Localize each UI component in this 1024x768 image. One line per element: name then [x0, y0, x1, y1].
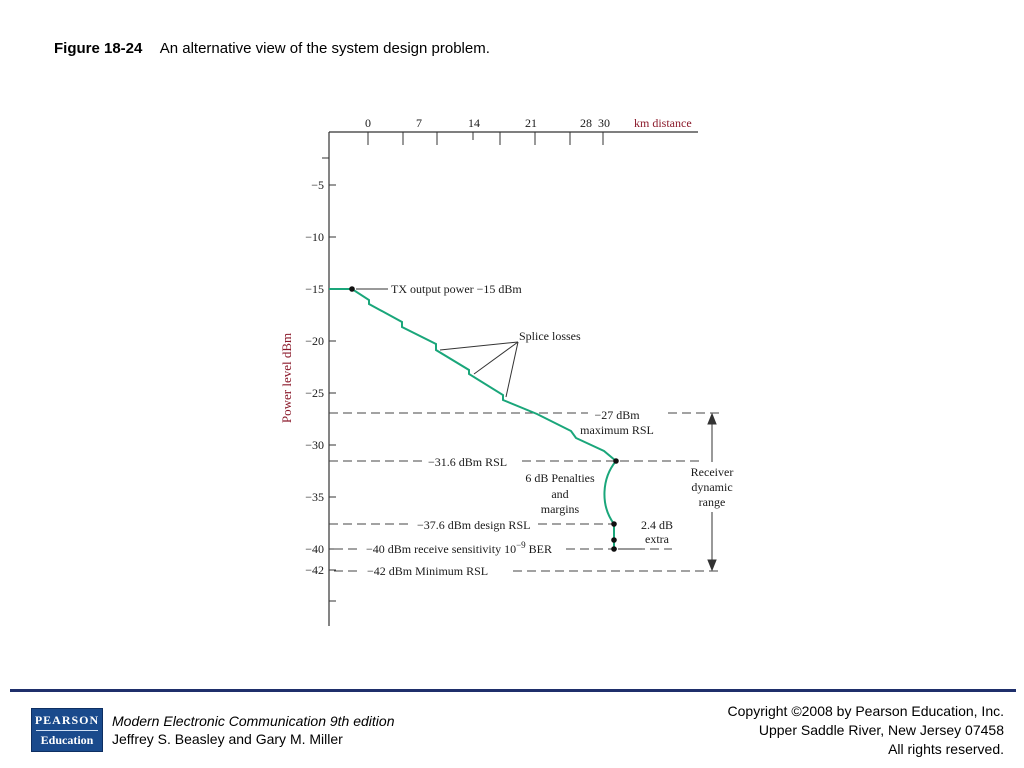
copyright-line-3: All rights reserved.: [888, 741, 1004, 757]
design-rsl-label: −37.6 dBm design RSL: [417, 518, 530, 532]
penalties-label-line2: and: [551, 487, 568, 501]
receive-sensitivity-label: −40 dBm receive sensitivity 10−9 BER: [366, 540, 552, 556]
y-tick-label: −15: [305, 282, 324, 296]
copyright-notice: Copyright ©2008 by Pearson Education, In…: [728, 702, 1004, 759]
power-level-trace: [329, 288, 618, 549]
receive-sensitivity-exponent: −9: [516, 540, 526, 550]
x-tick-label: 7: [416, 116, 422, 130]
y-tick-label: −5: [311, 178, 324, 192]
splice-leader: [505, 341, 519, 398]
x-tick-label: 30: [598, 116, 610, 130]
book-title: Modern Electronic Communication 9th edit…: [112, 713, 395, 729]
design-rsl-point: [611, 521, 617, 527]
x-axis-label: km distance: [634, 116, 692, 130]
footer-divider: [10, 689, 1016, 692]
dynamic-range-label-line2: dynamic: [691, 480, 732, 494]
rsl-31-6-point: [613, 458, 619, 464]
book-authors: Jeffrey S. Beasley and Gary M. Miller: [112, 731, 343, 747]
logo-divider: [36, 729, 98, 731]
penalties-label-line3: margins: [541, 502, 580, 516]
figure-number: Figure 18-24: [54, 40, 143, 57]
logo-text-pearson: PEARSON: [34, 712, 100, 727]
x-tick-label: 28: [580, 116, 592, 130]
trace-points: [349, 286, 619, 552]
splice-losses-label: Splice losses: [519, 329, 581, 343]
y-tick-label: −25: [305, 386, 324, 400]
sensitivity-point: [611, 546, 617, 552]
copyright-line-1: Copyright ©2008 by Pearson Education, In…: [727, 703, 1004, 719]
x-tick-label: 21: [525, 116, 537, 130]
receive-sensitivity-ber: BER: [526, 542, 552, 556]
arrow-head-up: [707, 412, 717, 425]
dynamic-range-arrow: [707, 412, 717, 572]
pearson-logo: PEARSON Education: [31, 708, 103, 752]
y-tick-label: −40: [305, 542, 324, 556]
dynamic-range-label: Receiver: [691, 465, 734, 479]
extra-label: 2.4 dB: [641, 518, 673, 532]
y-tick-label: −10: [305, 230, 324, 244]
splice-leader: [473, 341, 519, 375]
y-axis-label: Power level dBm: [279, 333, 294, 423]
min-rsl-label: −42 dBm Minimum RSL: [367, 564, 488, 578]
max-rsl-label: −27 dBm: [594, 408, 640, 422]
x-tick-labels: 0 7 14 21 28 30: [365, 116, 610, 130]
penalties-label: 6 dB Penalties: [525, 471, 595, 485]
splice-leader: [439, 341, 519, 351]
copyright-line-2: Upper Saddle River, New Jersey 07458: [758, 722, 1004, 738]
figure-caption: Figure 18-24 An alternative view of the …: [54, 40, 490, 57]
x-tick-label: 14: [468, 116, 480, 130]
extra-point: [611, 537, 617, 543]
logo-text-education: Education: [40, 732, 94, 747]
y-tick-labels: −5 −10 −15 −20 −25 −30 −35 −40 −42: [305, 178, 324, 577]
reference-lines: [329, 412, 720, 572]
y-tick-label: −42: [305, 563, 324, 577]
figure-title: An alternative view of the system design…: [159, 40, 490, 57]
x-axis-ticks: [367, 132, 604, 145]
y-tick-label: −20: [305, 334, 324, 348]
x-tick-label: 0: [365, 116, 371, 130]
book-info: Modern Electronic Communication 9th edit…: [112, 712, 394, 748]
dynamic-range-label-line3: range: [699, 495, 726, 509]
tx-output-label: TX output power −15 dBm: [391, 282, 522, 296]
max-rsl-label-line2: maximum RSL: [580, 423, 654, 437]
leader-lines: [356, 288, 642, 550]
y-tick-label: −35: [305, 490, 324, 504]
arrow-head-down: [707, 559, 717, 572]
power-budget-diagram: 0 7 14 21 28 30 km distance −5 −10 −15 −…: [279, 116, 734, 626]
rsl-31-6-label: −31.6 dBm RSL: [428, 455, 507, 469]
receive-sensitivity-text: −40 dBm receive sensitivity 10: [366, 542, 516, 556]
tx-output-point: [349, 286, 355, 292]
y-tick-label: −30: [305, 438, 324, 452]
extra-label-line2: extra: [645, 532, 670, 546]
